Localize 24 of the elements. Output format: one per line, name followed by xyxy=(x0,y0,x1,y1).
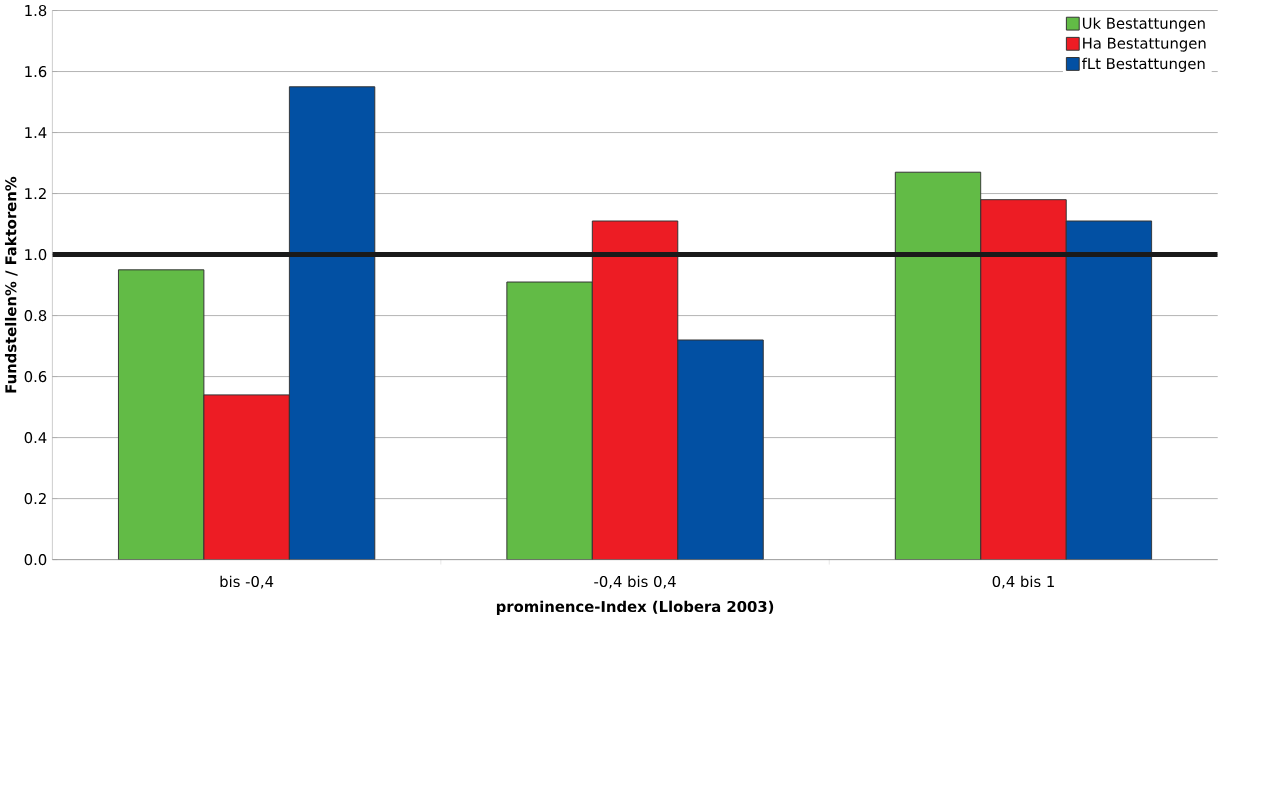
legend-label: fLt Bestattungen xyxy=(1082,57,1205,73)
y-tick-label: 1.0 xyxy=(25,249,47,261)
legend-label: Ha Bestattungen xyxy=(1083,38,1206,52)
bar xyxy=(894,171,982,560)
y-tick-label: 0.8 xyxy=(24,310,47,322)
x-tick-label: 0,4 bis 1 xyxy=(992,575,1054,589)
x-axis-title: prominence-Index (Llobera 2003) xyxy=(496,600,774,616)
bar xyxy=(591,220,679,560)
bar xyxy=(506,281,593,560)
y-tick-label: 1.6 xyxy=(25,66,47,78)
x-tick-label: bis -0,4 xyxy=(220,575,274,589)
y-tick-label: 0.4 xyxy=(24,432,47,444)
bar xyxy=(203,394,290,560)
y-axis-title: Fundstellen% / Faktoren% xyxy=(4,177,18,393)
y-tick-label: 0.6 xyxy=(24,371,47,383)
y-tick-label: 0.0 xyxy=(24,554,47,566)
y-tick-label: 1.8 xyxy=(25,5,47,17)
y-tick-label: 1.4 xyxy=(25,127,47,139)
bar xyxy=(980,199,1067,560)
y-tick-label: 0.2 xyxy=(24,493,46,505)
x-tick-label: -0,4 bis 0,4 xyxy=(594,575,676,589)
y-tick-label: 1.2 xyxy=(25,188,46,200)
legend-label: Uk Bestattungen xyxy=(1082,17,1205,32)
bar xyxy=(117,269,205,560)
